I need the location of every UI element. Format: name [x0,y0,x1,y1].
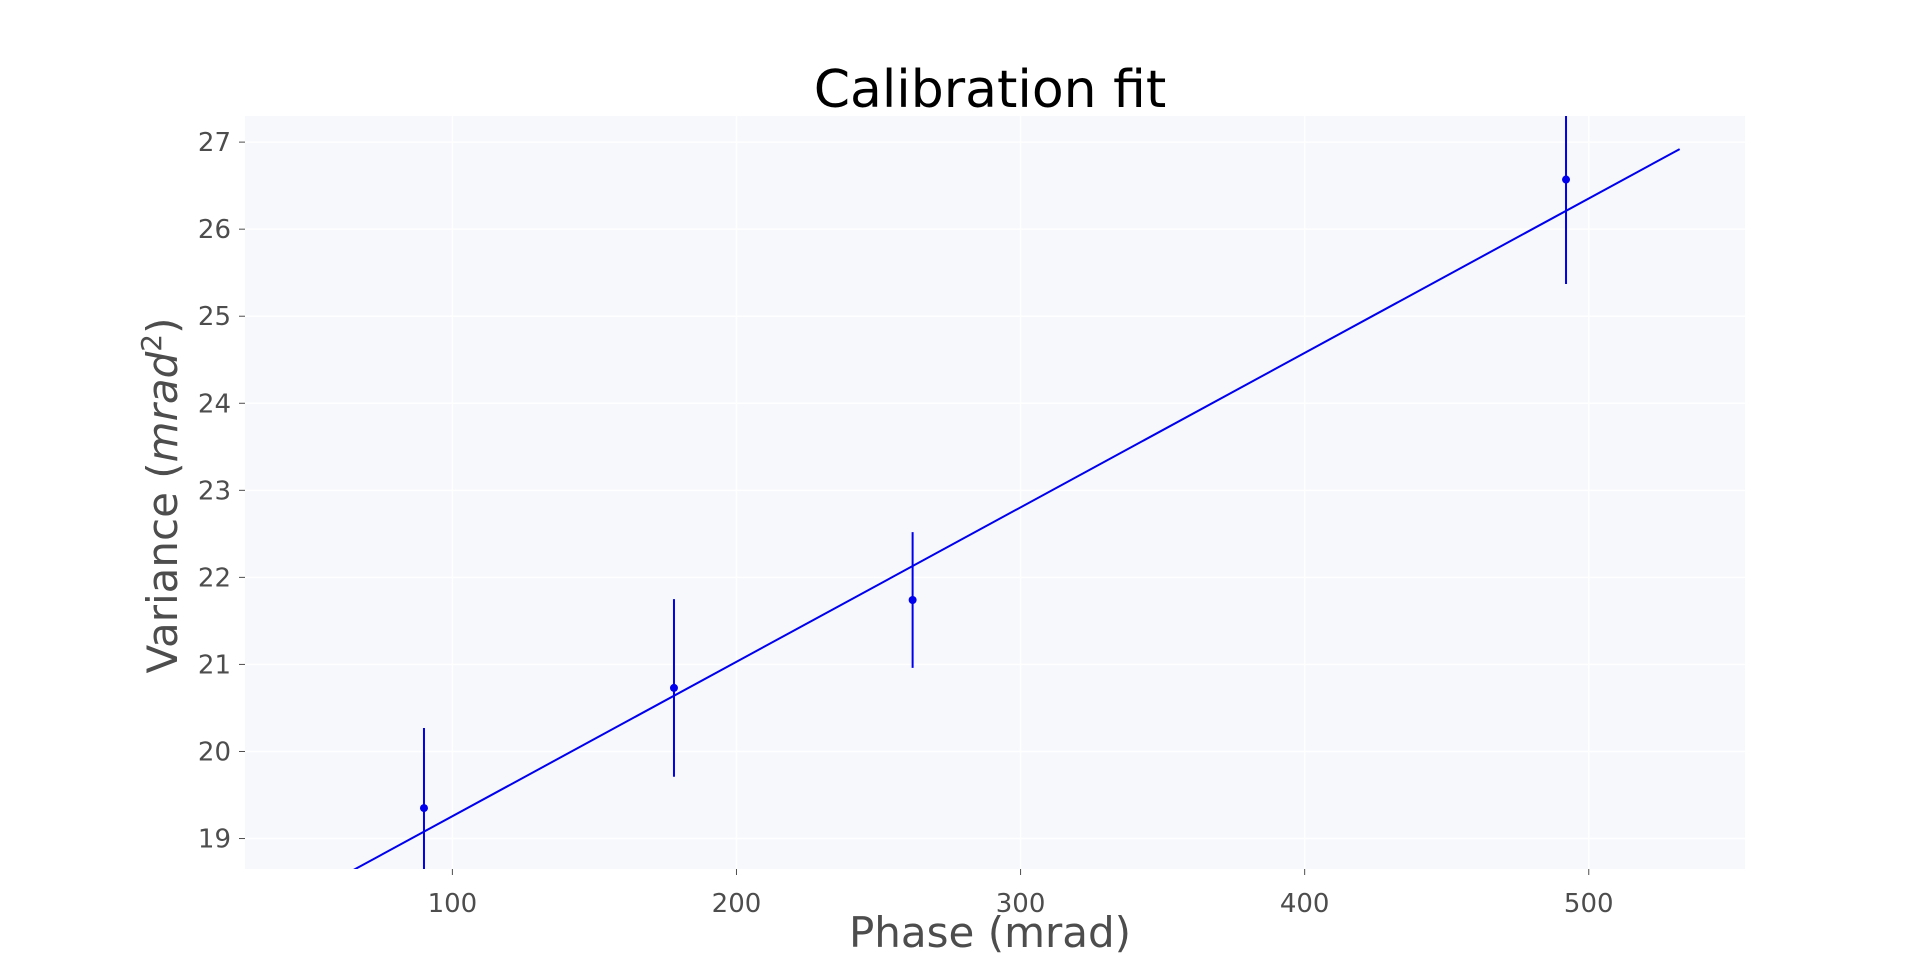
data-point [1562,175,1571,184]
axis-ticks: 100 200 300 400 500 19 20 21 22 23 24 25 26 27 [198,128,1614,919]
data-point [669,683,678,692]
y-axis-title-unit: mrad [138,351,187,462]
chart-title: Calibration fit [814,60,1167,120]
y-tick-label: 22 [198,563,231,593]
y-tick-label: 19 [198,825,231,855]
y-tick-label: 25 [198,302,231,332]
y-tick-label: 24 [198,389,231,419]
y-tick-label: 20 [198,737,231,767]
y-axis-title-superscript: 2 [135,334,168,352]
y-tick-label: 27 [198,128,231,158]
y-tick-label: 23 [198,476,231,506]
x-tick-label: 500 [1564,889,1614,919]
x-tick-label: 400 [1280,889,1330,919]
data-point [908,596,917,605]
y-axis-title-close: ) [138,318,187,334]
data-layer [353,116,1681,869]
x-tick-label: 300 [996,889,1046,919]
y-tick-label: 26 [198,215,231,245]
x-tick-label: 200 [712,889,762,919]
y-axis-title-main: Variance ( [138,462,187,673]
y-axis-title: Variance (mrad2) [135,318,187,674]
data-point [419,804,428,813]
x-axis-title: Phase (mrad) [849,908,1131,957]
plot-area [245,116,1745,869]
x-tick-label: 100 [428,889,478,919]
fit-line [353,148,1681,869]
y-tick-label: 21 [198,650,231,680]
grid-lines [245,116,1745,869]
